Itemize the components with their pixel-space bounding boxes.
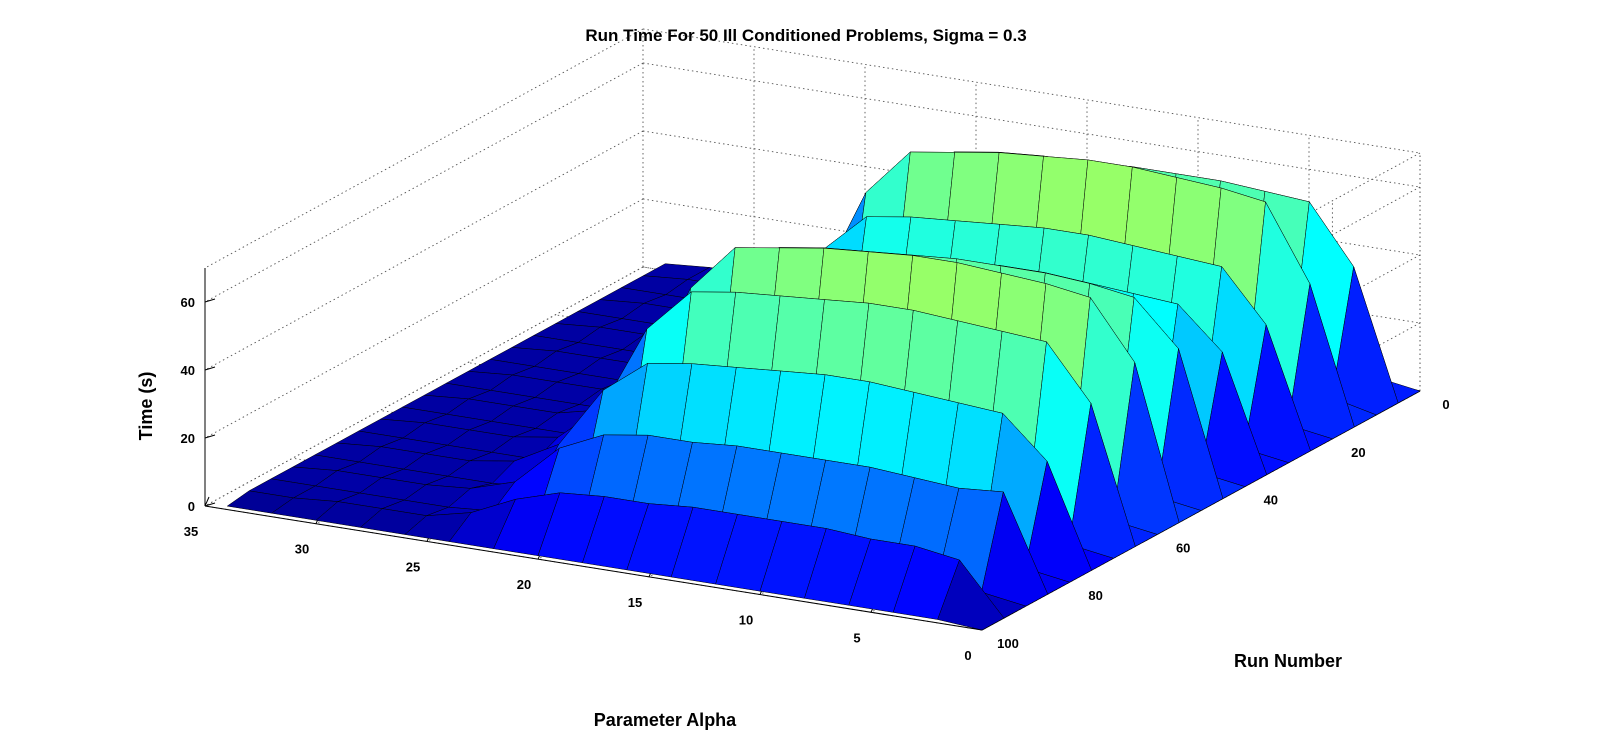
tick-labels-layer: 0 5 10 15 20 25 30 35 0 20 40 60 80 100 0 20 40 60 (181, 295, 1450, 663)
z-tick-label-1: 20 (181, 431, 195, 446)
x-tick-label-0: 0 (964, 648, 971, 663)
z-tick-mark-1 (204, 434, 216, 439)
surface-layer (226, 151, 1421, 631)
z-tick-mark-3 (204, 298, 216, 303)
grid-line-z-back-2 (642, 130, 1421, 256)
x-tick-label-2: 10 (739, 613, 753, 628)
grid-line-z-back-3 (642, 62, 1421, 188)
y-tick-label-5: 100 (997, 636, 1019, 651)
z-tick-label-2: 40 (181, 363, 195, 378)
x-tick-label-4: 20 (517, 577, 531, 592)
surface-facet-r19-a0 (937, 559, 1005, 631)
box-top-edge-0 (642, 28, 1421, 154)
x-tick-label-1: 5 (853, 630, 860, 645)
x-tick-mark-7 (204, 496, 210, 507)
y-tick-label-0: 0 (1442, 397, 1449, 412)
x-tick-label-7: 35 (184, 524, 198, 539)
z-tick-label-3: 60 (181, 295, 195, 310)
grid-line-z-back-1 (642, 198, 1421, 324)
z-tick-mark-0 (204, 502, 216, 507)
z-tick-label-0: 0 (188, 499, 195, 514)
z-axis-label: Time (s) (136, 372, 156, 441)
y-tick-label-2: 40 (1264, 493, 1278, 508)
grid-line-z-left-3 (204, 62, 644, 303)
chart-title: Run Time For 50 Ill Conditioned Problems… (585, 26, 1026, 45)
y-axis-label: Run Number (1234, 651, 1342, 671)
x-axis-label: Parameter Alpha (594, 710, 737, 730)
x-axis-line (204, 505, 983, 631)
y-tick-label-3: 60 (1176, 540, 1190, 555)
y-tick-label-4: 80 (1088, 588, 1102, 603)
z-tick-mark-2 (204, 366, 216, 371)
x-tick-label-5: 25 (406, 559, 420, 574)
box-top-edge-2 (204, 28, 644, 269)
x-tick-label-3: 15 (628, 595, 642, 610)
y-tick-label-1: 20 (1351, 445, 1365, 460)
x-tick-label-6: 30 (295, 542, 309, 557)
